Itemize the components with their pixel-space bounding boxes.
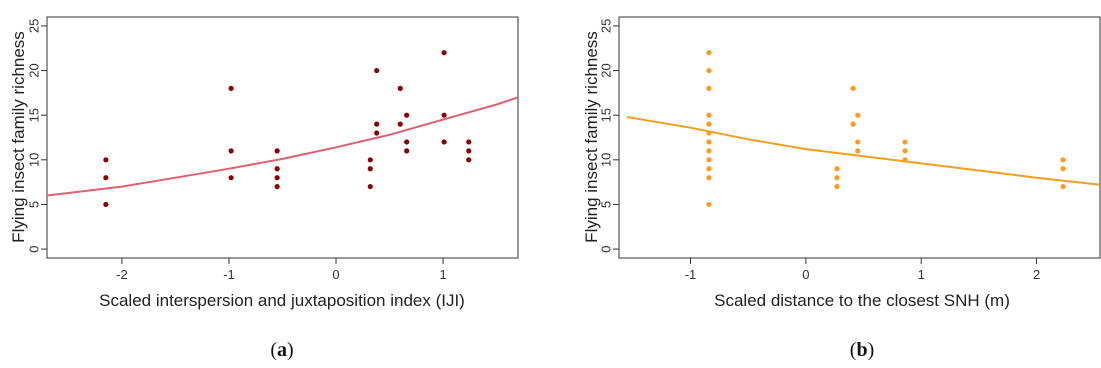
data-point-a xyxy=(404,148,410,154)
data-point-b xyxy=(850,85,856,92)
data-point-a xyxy=(441,112,447,118)
y-tick-label-b: 25 xyxy=(598,19,613,33)
x-axis-title-a: Scaled interspersion and juxtaposition i… xyxy=(99,291,465,310)
data-point-b xyxy=(902,148,908,154)
data-point-b xyxy=(706,157,712,163)
x-tick-label-b: 2 xyxy=(1033,267,1040,282)
data-point-a xyxy=(228,85,234,92)
data-point-a xyxy=(274,183,280,190)
data-point-b xyxy=(855,139,861,145)
data-point-a xyxy=(103,157,109,163)
data-point-b xyxy=(855,148,861,154)
fit-line-b xyxy=(626,116,1101,186)
data-point-b xyxy=(706,85,712,92)
data-point-a xyxy=(374,121,380,127)
x-tick-label-b: -1 xyxy=(685,267,697,282)
data-point-b xyxy=(706,67,712,74)
data-point-b xyxy=(1060,166,1066,172)
x-tick-label-a: -2 xyxy=(116,267,128,282)
data-point-b xyxy=(850,121,856,127)
data-point-b xyxy=(706,201,712,208)
y-tick-label-a: 10 xyxy=(26,153,41,167)
data-point-a xyxy=(441,139,447,145)
fit-line-a xyxy=(46,96,519,197)
y-tick-label-a: 25 xyxy=(26,19,41,33)
data-point-b xyxy=(706,148,712,154)
data-point-b xyxy=(706,112,712,118)
x-axis-title-b: Scaled distance to the closest SNH (m) xyxy=(714,291,1010,310)
data-point-a xyxy=(274,175,280,181)
data-point-a xyxy=(228,175,234,181)
data-point-b xyxy=(706,175,712,181)
data-point-a xyxy=(367,157,373,163)
y-tick-label-a: 5 xyxy=(26,201,41,208)
x-tick-label-a: -1 xyxy=(223,267,235,282)
data-point-a xyxy=(404,139,410,145)
plot-frame-b xyxy=(618,16,1101,259)
data-point-b xyxy=(902,139,908,145)
y-tick-label-b: 20 xyxy=(598,63,613,77)
plot-frame-a xyxy=(46,16,519,259)
data-point-a xyxy=(367,183,373,190)
data-point-b xyxy=(1060,157,1066,163)
panel-label-a: (a) xyxy=(270,339,293,361)
y-axis-title-b: Flying insect family richness xyxy=(582,31,601,243)
x-tick-label-a: 0 xyxy=(332,267,339,282)
data-point-b xyxy=(706,130,712,136)
x-tick-label-b: 0 xyxy=(802,267,809,282)
data-point-a xyxy=(228,148,234,154)
data-point-a xyxy=(441,50,447,56)
data-point-b xyxy=(902,157,908,163)
y-tick-label-a: 20 xyxy=(26,63,41,77)
data-point-b xyxy=(855,112,861,118)
data-point-b xyxy=(706,139,712,145)
data-point-b xyxy=(834,166,840,172)
data-point-b xyxy=(834,175,840,181)
data-point-a xyxy=(103,175,109,181)
data-point-b xyxy=(706,166,712,172)
data-point-b xyxy=(706,50,712,56)
data-point-a xyxy=(367,166,373,172)
data-point-a xyxy=(397,85,403,92)
y-tick-label-b: 5 xyxy=(598,201,613,208)
data-point-a xyxy=(466,139,472,145)
data-point-a xyxy=(374,67,380,74)
data-point-a xyxy=(397,121,403,127)
y-tick-label-a: 0 xyxy=(26,245,41,252)
data-point-b xyxy=(706,121,712,127)
panel-label-b: (b) xyxy=(850,339,874,361)
data-point-a xyxy=(274,148,280,154)
data-point-a xyxy=(466,148,472,154)
data-point-a xyxy=(466,157,472,163)
data-point-a xyxy=(274,166,280,172)
data-point-a xyxy=(374,130,380,136)
data-point-a xyxy=(103,201,109,208)
y-tick-label-a: 15 xyxy=(26,108,41,122)
x-tick-label-a: 1 xyxy=(439,267,446,282)
y-tick-label-b: 15 xyxy=(598,108,613,122)
y-tick-label-b: 0 xyxy=(598,245,613,252)
data-point-b xyxy=(1060,183,1066,190)
x-tick-label-b: 1 xyxy=(918,267,925,282)
y-axis-title-a: Flying insect family richness xyxy=(9,31,28,243)
data-point-b xyxy=(834,183,840,190)
y-tick-label-b: 10 xyxy=(598,153,613,167)
data-point-a xyxy=(404,112,410,118)
